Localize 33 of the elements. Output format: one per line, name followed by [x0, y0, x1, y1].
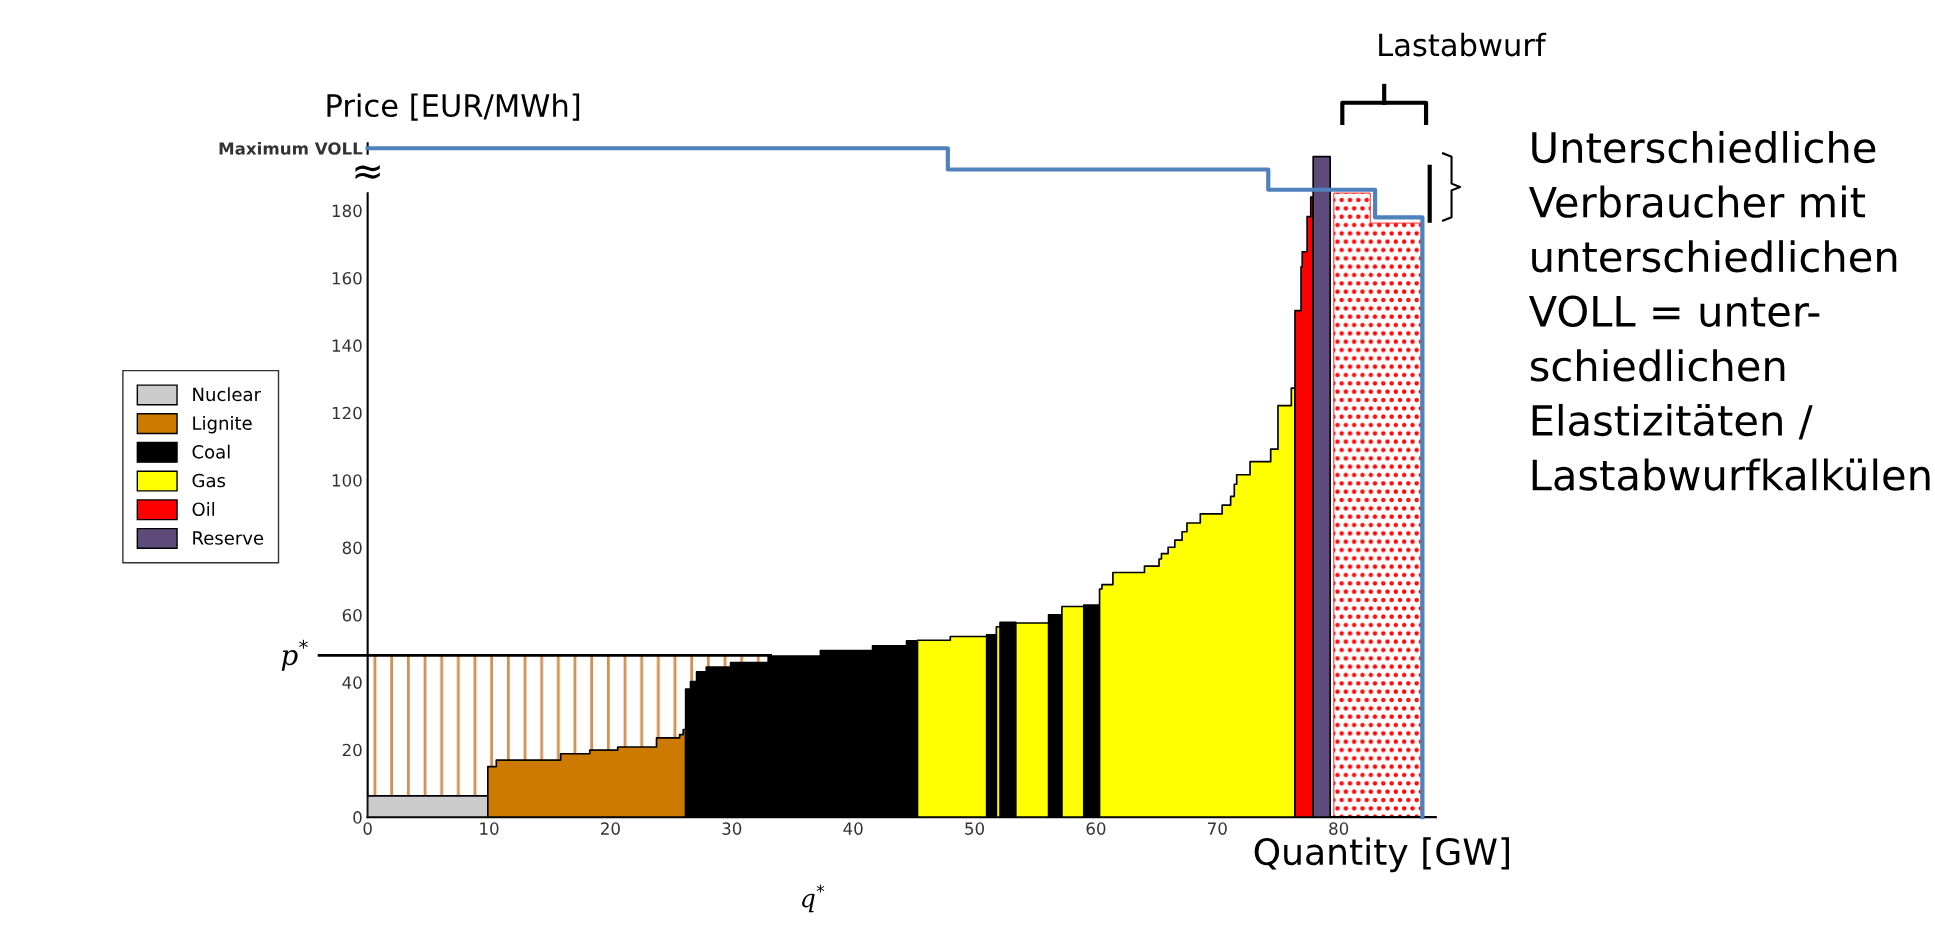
x-tick-label: 80: [1329, 822, 1349, 835]
ref-line-label: p$^{*}$: [281, 639, 308, 671]
text: q$^{*}$: [802, 884, 825, 913]
x-tick-label: 20: [601, 822, 620, 835]
x-axis-title: Quantity [GW]: [1254, 837, 1509, 873]
y-tick-label: 60: [342, 608, 362, 622]
annotation: ≈: [355, 165, 380, 180]
text: Unterschiedliche Verbraucher mit unterschiedlichen VOLL = unter- schiedlichen Elastizitäten / Lastabwurfkalkülen: [1528, 131, 1930, 491]
x-tick-label: 70: [1208, 822, 1227, 835]
y-axis-title: Price [EUR/MWh]: [327, 93, 580, 121]
legend-label: Lignite: [193, 415, 252, 434]
y-tick-label: 20: [342, 743, 362, 757]
y-tick-label: 80: [342, 541, 362, 555]
legend-label: Nuclear: [193, 387, 261, 402]
y-tick-label: 160: [332, 271, 362, 285]
x-tick-label: 40: [843, 822, 863, 835]
y-tick-label: 120: [332, 406, 362, 420]
x-tick-label: 0: [363, 822, 372, 835]
y-tick-label: 140: [332, 339, 362, 352]
y-tick-label: 40: [342, 676, 362, 689]
x-tick-label: 60: [1086, 822, 1106, 835]
legend-label: Coal: [192, 444, 230, 459]
text: Lastabwurf: [1379, 32, 1547, 57]
x-tick-label: 10: [480, 822, 499, 835]
y-tick-label: 180: [332, 204, 362, 218]
legend-label: Gas: [192, 473, 226, 488]
legend-label: Oil: [192, 502, 215, 517]
y-tick-label: 0: [353, 811, 362, 824]
legend-label: Reserve: [193, 531, 264, 545]
x-tick-label: 30: [722, 822, 742, 835]
y-tick-label: Maximum VOLL: [219, 141, 363, 155]
x-tick-label: 50: [965, 822, 985, 835]
y-tick-label: 100: [332, 474, 362, 487]
